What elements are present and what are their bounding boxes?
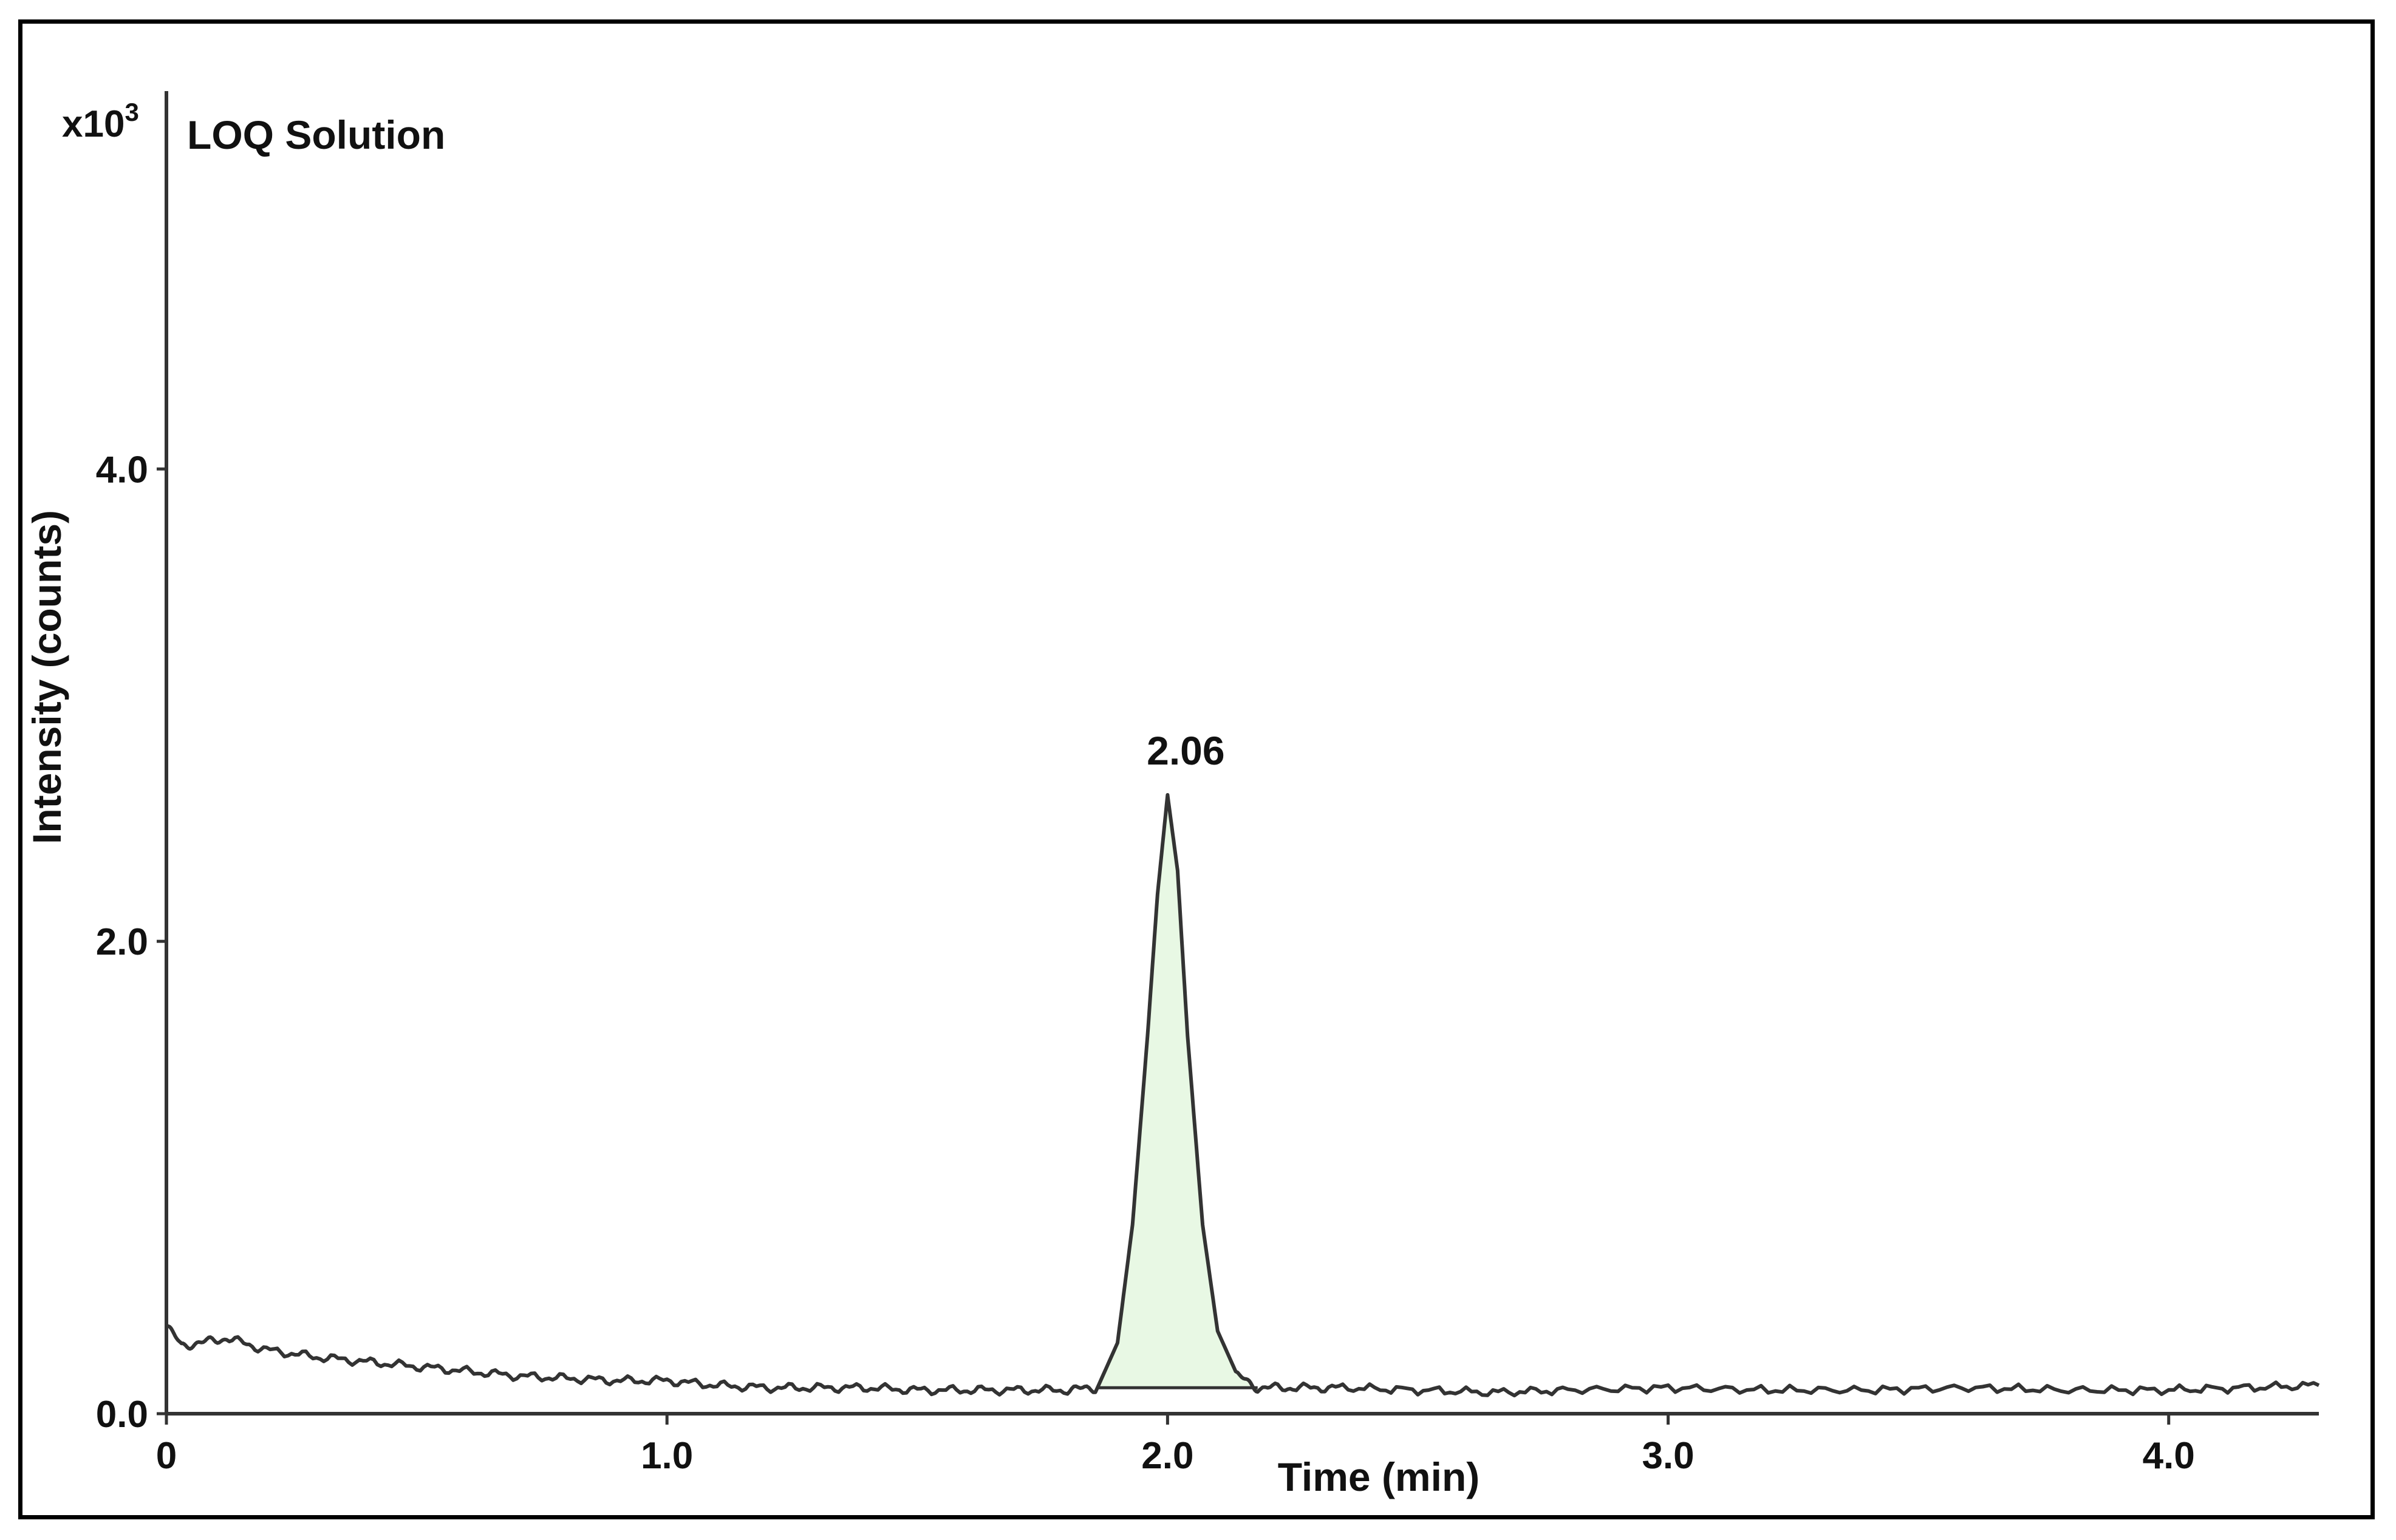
x-ticks: 0 1.0 2.0 3.0 4.0 [156,1414,2195,1477]
x-tick-label: 1.0 [641,1435,693,1477]
axes [165,91,2319,1416]
x-tick-label: 3.0 [1642,1435,1694,1477]
y-multiplier: x103 [62,98,139,145]
y-axis-label: Intensity (counts) [24,510,69,844]
y-tick-label: 2.0 [96,921,148,963]
peak-label: 2.06 [1147,728,1224,773]
y-multiplier-exponent: 3 [125,98,138,126]
x-tick-label: 4.0 [2143,1435,2195,1477]
y-ticks: 0.0 2.0 4.0 [96,449,166,1436]
chart-title: LOQ Solution [187,112,445,157]
chromatogram-trace [165,793,2320,1398]
peak-area [1097,795,1258,1392]
x-tick-label: 2.0 [1141,1435,1193,1477]
x-tick-label: 0 [156,1435,177,1477]
y-multiplier-base: x10 [62,103,125,145]
y-tick-label: 0.0 [96,1394,148,1436]
y-tick-label: 4.0 [96,449,148,491]
x-axis-label: Time (min) [1278,1454,1480,1499]
